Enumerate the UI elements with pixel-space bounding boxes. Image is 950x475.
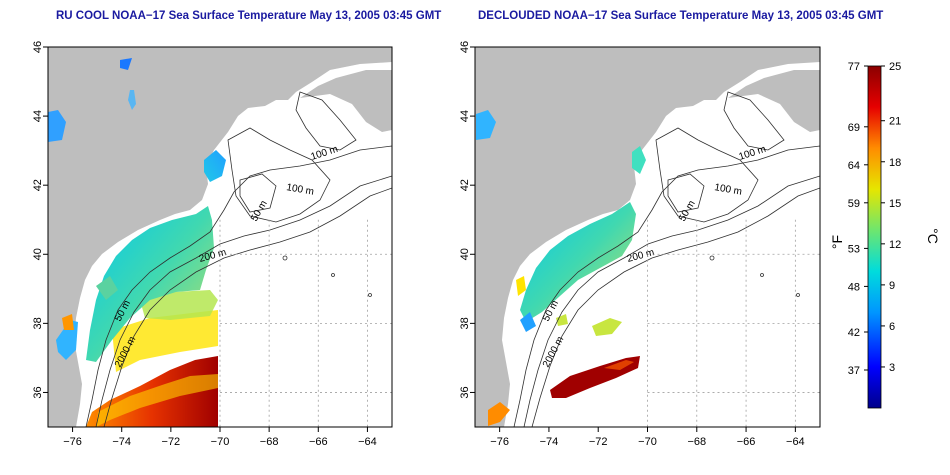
colorbar: 77 69 64 59 53 48 42 37 25 21 18 15 12 9 6 3 °F °C <box>829 61 941 409</box>
celsius-tick-label: 25 <box>889 61 901 73</box>
fahrenheit-tick-label: 53 <box>848 243 860 255</box>
lon-tick-label: −64 <box>358 436 377 448</box>
celsius-tick-label: 3 <box>889 362 895 374</box>
lat-tick-label: 42 <box>459 179 471 191</box>
lon-tick-label: −76 <box>490 436 509 448</box>
lat-tick-label: 38 <box>459 317 471 329</box>
lon-tick-label: −64 <box>786 436 805 448</box>
lon-tick-label: −66 <box>309 436 328 448</box>
left-map-panel: 100 m 100 m 50 m 200 m 50 m 2000 m −76 −7… <box>32 41 393 448</box>
right-land <box>475 47 820 427</box>
lat-tick-label: 42 <box>32 179 44 191</box>
celsius-tick-label: 12 <box>889 239 901 251</box>
colorbar-gradient <box>867 65 882 409</box>
lat-tick-label: 36 <box>459 386 471 398</box>
lat-tick-label: 46 <box>32 41 44 53</box>
right-map-title: DECLOUDED NOAA−17 Sea Surface Temperatur… <box>478 10 884 22</box>
celsius-tick-label: 6 <box>889 321 895 333</box>
left-land <box>48 47 392 427</box>
lat-tick-label: 36 <box>32 386 44 398</box>
lon-tick-label: −68 <box>687 436 706 448</box>
right-map-panel: 100 m 100 m 50 m 200 m 50 m 2000 m −76 −7… <box>459 41 821 448</box>
right-bathymetry-contours <box>513 91 820 427</box>
lon-tick-label: −72 <box>589 436 608 448</box>
fahrenheit-axis-label: °F <box>829 235 845 249</box>
left-bathymetry-contours <box>85 91 392 427</box>
lon-tick-label: −70 <box>211 436 230 448</box>
celsius-tick-label: 9 <box>889 280 895 292</box>
fahrenheit-tick-label: 59 <box>848 198 860 210</box>
left-contour-label-2: 100 m <box>285 182 314 198</box>
lon-tick-label: −74 <box>540 436 559 448</box>
celsius-axis-label: °C <box>925 228 941 244</box>
fahrenheit-tick-label: 77 <box>848 61 860 73</box>
lon-tick-label: −76 <box>63 436 82 448</box>
right-sst-mid <box>520 202 636 322</box>
right-contour-label-2: 100 m <box>713 182 742 198</box>
fahrenheit-tick-label: 37 <box>848 365 860 377</box>
lat-tick-label: 46 <box>459 41 471 53</box>
lon-tick-label: −66 <box>737 436 756 448</box>
lat-tick-label: 44 <box>459 110 471 122</box>
left-map-title: RU COOL NOAA−17 Sea Surface Temperature … <box>56 10 442 22</box>
lat-tick-label: 44 <box>32 110 44 122</box>
lon-tick-label: −72 <box>162 436 181 448</box>
fahrenheit-tick-label: 64 <box>848 160 860 172</box>
lat-tick-label: 40 <box>459 248 471 260</box>
lat-tick-label: 40 <box>32 248 44 260</box>
celsius-tick-label: 18 <box>889 157 901 169</box>
left-sst-mid <box>86 206 214 362</box>
celsius-tick-label: 21 <box>889 116 901 128</box>
fahrenheit-tick-label: 42 <box>848 327 860 339</box>
fahrenheit-tick-label: 48 <box>848 281 860 293</box>
lon-tick-label: −70 <box>638 436 657 448</box>
celsius-tick-label: 15 <box>889 198 901 210</box>
fahrenheit-tick-label: 69 <box>848 122 860 134</box>
lon-tick-label: −68 <box>260 436 279 448</box>
lon-tick-label: −74 <box>112 436 131 448</box>
lat-tick-label: 38 <box>32 317 44 329</box>
